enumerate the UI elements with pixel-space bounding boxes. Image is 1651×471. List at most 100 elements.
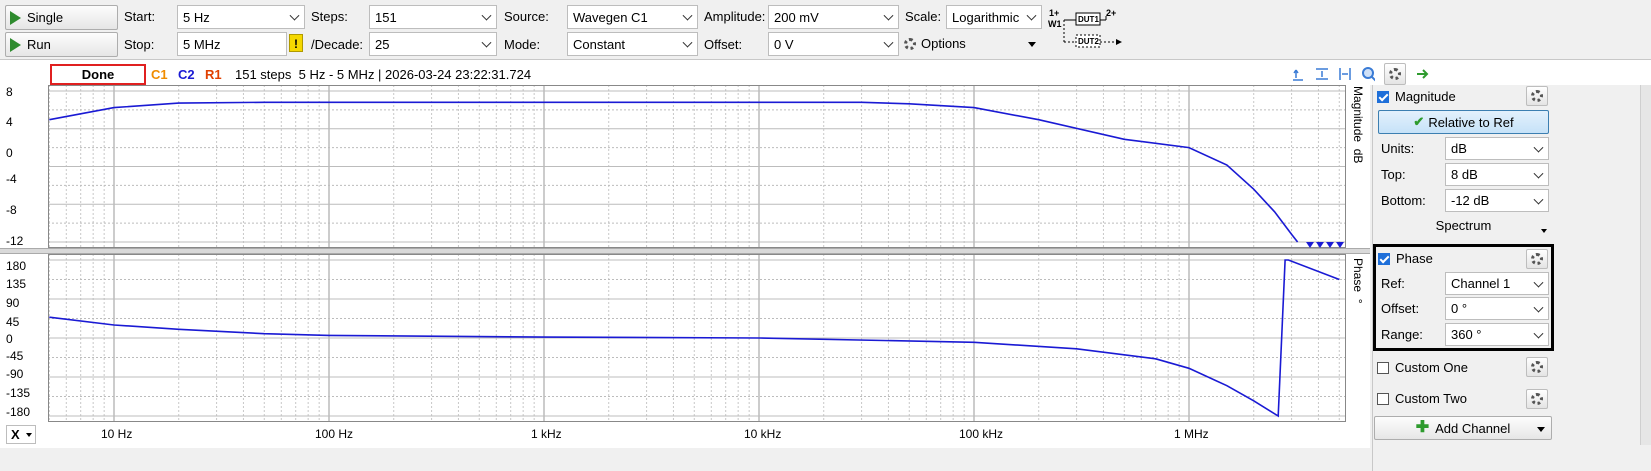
magnitude-axis-label: Magnitude dB — [1351, 86, 1365, 164]
phase-settings-button[interactable] — [1526, 249, 1548, 269]
mag-y-tick: 4 — [6, 115, 13, 129]
custom-two-settings-button[interactable] — [1526, 389, 1548, 409]
chevron-down-icon — [1541, 229, 1547, 233]
custom-two-checkbox[interactable] — [1377, 393, 1389, 405]
add-channel-button[interactable]: ✚ Add Channel — [1374, 416, 1552, 440]
gear-icon — [904, 38, 916, 50]
arrow-right-icon[interactable] — [1415, 66, 1430, 82]
phase-checkbox-row[interactable]: Phase — [1378, 251, 1518, 267]
amplitude-combo[interactable]: 200 mV — [768, 5, 899, 29]
diagram-w1-label: W1 — [1048, 19, 1062, 29]
plot-frame — [48, 85, 1346, 248]
gear-icon — [1531, 393, 1543, 405]
diagram-in1-label: 1+ — [1049, 8, 1060, 18]
phase-section-highlight — [1373, 244, 1554, 351]
phase-ref-combo[interactable]: Channel 1 — [1445, 272, 1549, 295]
warning-icon[interactable]: ! — [289, 34, 303, 52]
spectrum-button[interactable]: Spectrum — [1378, 214, 1549, 236]
source-value: Wavegen C1 — [573, 9, 648, 25]
side-panel-scrollbar[interactable] — [1640, 85, 1651, 445]
phase-range-value: 360 ° — [1451, 327, 1482, 342]
steps-combo[interactable]: 151 — [369, 5, 497, 29]
phase-offset-combo[interactable]: 0 ° — [1445, 297, 1549, 320]
phase-y-tick: 45 — [6, 315, 20, 329]
zoom-icon[interactable] — [1361, 66, 1376, 82]
x-tick: 1 MHz — [1174, 427, 1209, 441]
run-button[interactable]: Run — [5, 32, 118, 57]
chevron-down-icon — [1537, 427, 1545, 432]
chevron-down-icon — [1533, 328, 1544, 339]
amplitude-label: Amplitude: — [704, 9, 766, 24]
units-value: dB — [1451, 141, 1467, 156]
custom-one-label: Custom One — [1395, 360, 1468, 375]
chevron-down-icon — [682, 10, 693, 21]
acquisition-info: 151 steps 5 Hz - 5 MHz | 2026-03-24 23:2… — [235, 67, 532, 82]
custom-one-checkbox-row[interactable]: Custom One — [1377, 360, 1517, 376]
single-play-icon — [10, 10, 21, 25]
stop-label: Stop: — [124, 37, 155, 52]
offset-combo[interactable]: 0 V — [768, 32, 899, 56]
per-decade-value: 25 — [375, 36, 390, 52]
chevron-down-icon — [682, 37, 693, 48]
magnitude-plot[interactable] — [48, 85, 1346, 248]
chevron-down-icon — [289, 10, 300, 21]
mag-y-tick: 0 — [6, 146, 13, 160]
magnitude-checkbox-row[interactable]: Magnitude — [1377, 89, 1557, 105]
start-label: Start: — [124, 9, 156, 24]
phase-range-combo[interactable]: 360 ° — [1445, 323, 1549, 346]
spectrum-label: Spectrum — [1435, 217, 1492, 233]
plus-icon: ✚ — [1415, 419, 1430, 436]
x-tick: 10 Hz — [101, 427, 133, 441]
run-play-icon — [10, 37, 21, 52]
custom-two-checkbox-row[interactable]: Custom Two — [1377, 391, 1517, 407]
top-label: Top: — [1381, 167, 1406, 182]
single-button[interactable]: Single — [5, 5, 118, 30]
source-combo[interactable]: Wavegen C1 — [567, 5, 698, 29]
offset-label: Offset: — [704, 37, 743, 52]
chevron-down-icon — [1533, 302, 1544, 313]
plot-settings-button[interactable] — [1384, 63, 1407, 85]
start-frequency-combo[interactable]: 5 Hz — [177, 5, 305, 29]
chevron-down-icon — [1026, 10, 1037, 21]
chevron-down-icon — [1533, 194, 1544, 205]
channel-c2-toggle[interactable]: C2 — [178, 67, 195, 82]
custom-one-checkbox[interactable] — [1377, 362, 1389, 374]
reference-r1-toggle[interactable]: R1 — [205, 67, 222, 82]
cursor-icon[interactable] — [1290, 66, 1305, 82]
x-tick: 100 kHz — [959, 427, 1004, 441]
mag-y-tick: 8 — [6, 85, 13, 99]
magnitude-settings-button[interactable] — [1526, 86, 1548, 106]
bottom-combo[interactable]: -12 dB — [1445, 189, 1549, 212]
vertical-cursor-icon[interactable] — [1337, 66, 1352, 82]
plot-frame — [48, 254, 1346, 422]
scale-combo[interactable]: Logarithmic — [946, 5, 1042, 29]
phase-y-tick: 90 — [6, 296, 20, 310]
x-axis-selector[interactable]: X — [6, 425, 36, 444]
phase-checkbox[interactable] — [1378, 253, 1390, 265]
x-tick: 1 kHz — [531, 427, 562, 441]
phase-plot[interactable] — [48, 254, 1346, 422]
plot-splitter[interactable] — [0, 248, 1370, 254]
status-bar — [0, 60, 1651, 85]
phase-y-tick: -180 — [6, 405, 31, 419]
mode-combo[interactable]: Constant — [567, 32, 698, 56]
magnitude-checkbox[interactable] — [1377, 91, 1389, 103]
stop-frequency-input[interactable]: 5 MHz — [177, 32, 287, 56]
plot-tool-icons — [1290, 63, 1430, 85]
horizontal-cursor-icon[interactable] — [1314, 66, 1329, 82]
bottom-value: -12 dB — [1451, 193, 1490, 208]
units-combo[interactable]: dB — [1445, 137, 1549, 160]
chevron-down-icon — [26, 432, 32, 437]
off-scale-marker — [1316, 242, 1324, 248]
channel-c1-toggle[interactable]: C1 — [151, 67, 168, 82]
options-menu[interactable]: Options — [904, 34, 1044, 54]
chevron-down-icon — [1028, 41, 1036, 47]
off-scale-marker — [1326, 242, 1334, 248]
relative-to-ref-button[interactable]: ✔ Relative to Ref — [1378, 110, 1549, 134]
chevron-down-icon — [883, 10, 894, 21]
top-combo[interactable]: 8 dB — [1445, 163, 1549, 186]
custom-one-settings-button[interactable] — [1526, 357, 1548, 377]
magnitude-axis-title: Magnitude dB — [1350, 86, 1366, 246]
per-decade-combo[interactable]: 25 — [369, 32, 497, 56]
gear-icon — [1389, 68, 1402, 80]
